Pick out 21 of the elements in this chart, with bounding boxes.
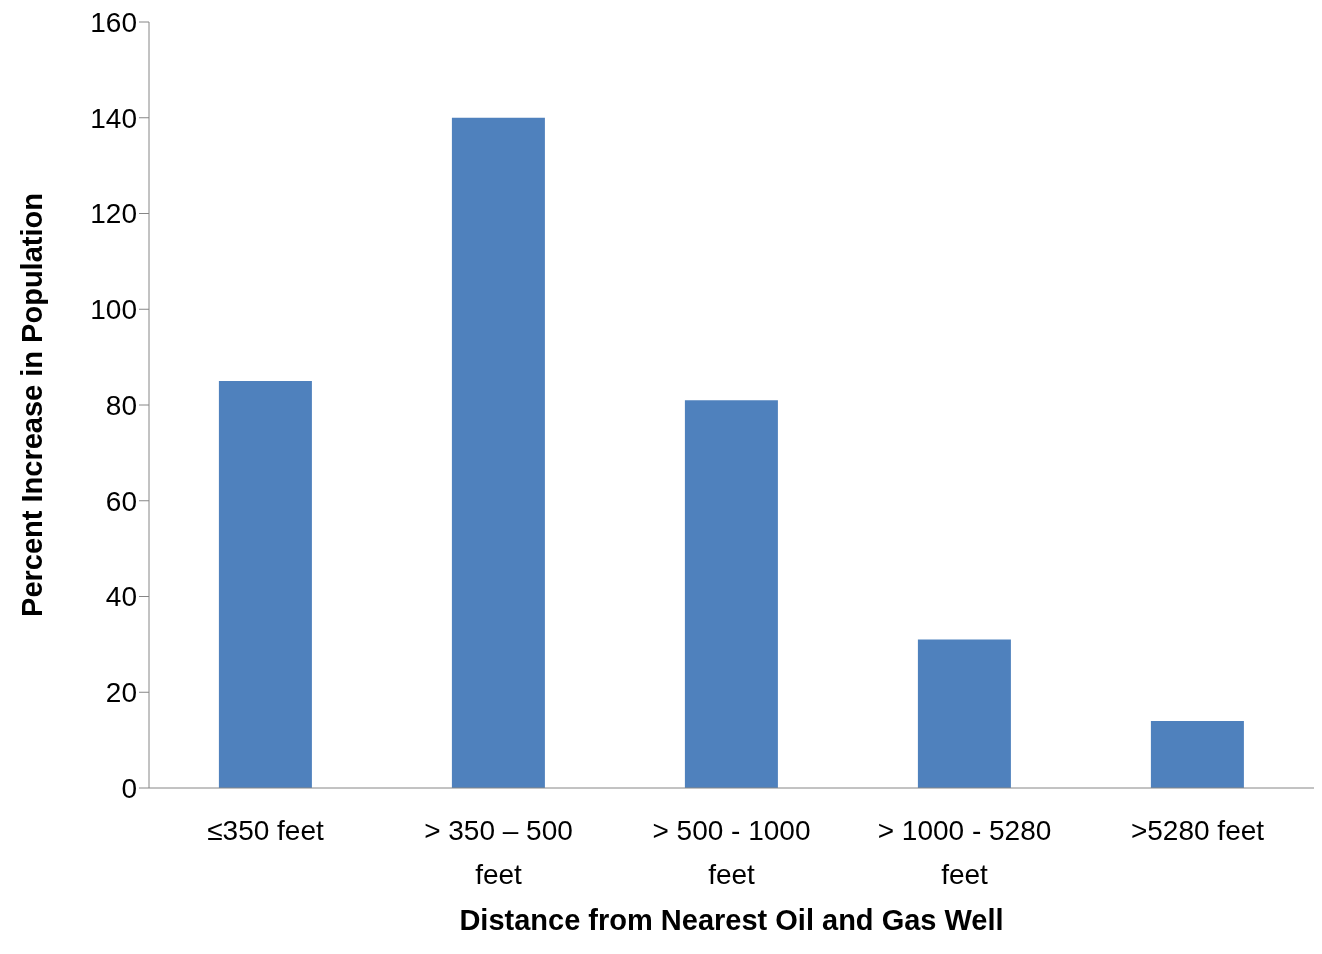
y-tick-label: 100	[90, 294, 137, 326]
y-tick-label: 80	[105, 389, 137, 421]
y-tick-label: 140	[90, 102, 137, 134]
bar	[1150, 720, 1244, 788]
bar	[684, 400, 778, 788]
y-tick-label: 20	[105, 677, 137, 709]
bar	[451, 117, 545, 788]
y-tick-label: 40	[105, 581, 137, 613]
bar	[917, 639, 1011, 788]
x-tick-label: >5280 feet	[1130, 815, 1265, 846]
y-tick-label: 120	[90, 198, 137, 230]
y-tick-label: 60	[105, 485, 137, 517]
x-tick-label: > 1000 - 5280 feet	[877, 815, 1052, 890]
bar	[218, 381, 312, 788]
y-axis-title: Percent Increase in Population	[16, 193, 49, 617]
y-tick-label: 160	[90, 6, 137, 38]
x-tick-label: > 350 – 500 feet	[424, 815, 573, 890]
y-tick-label: 0	[121, 772, 137, 804]
x-tick-label: ≤350 feet	[207, 815, 324, 846]
x-tick-label: > 500 - 1000 feet	[652, 815, 811, 890]
x-axis-title: Distance from Nearest Oil and Gas Well	[459, 904, 1004, 936]
